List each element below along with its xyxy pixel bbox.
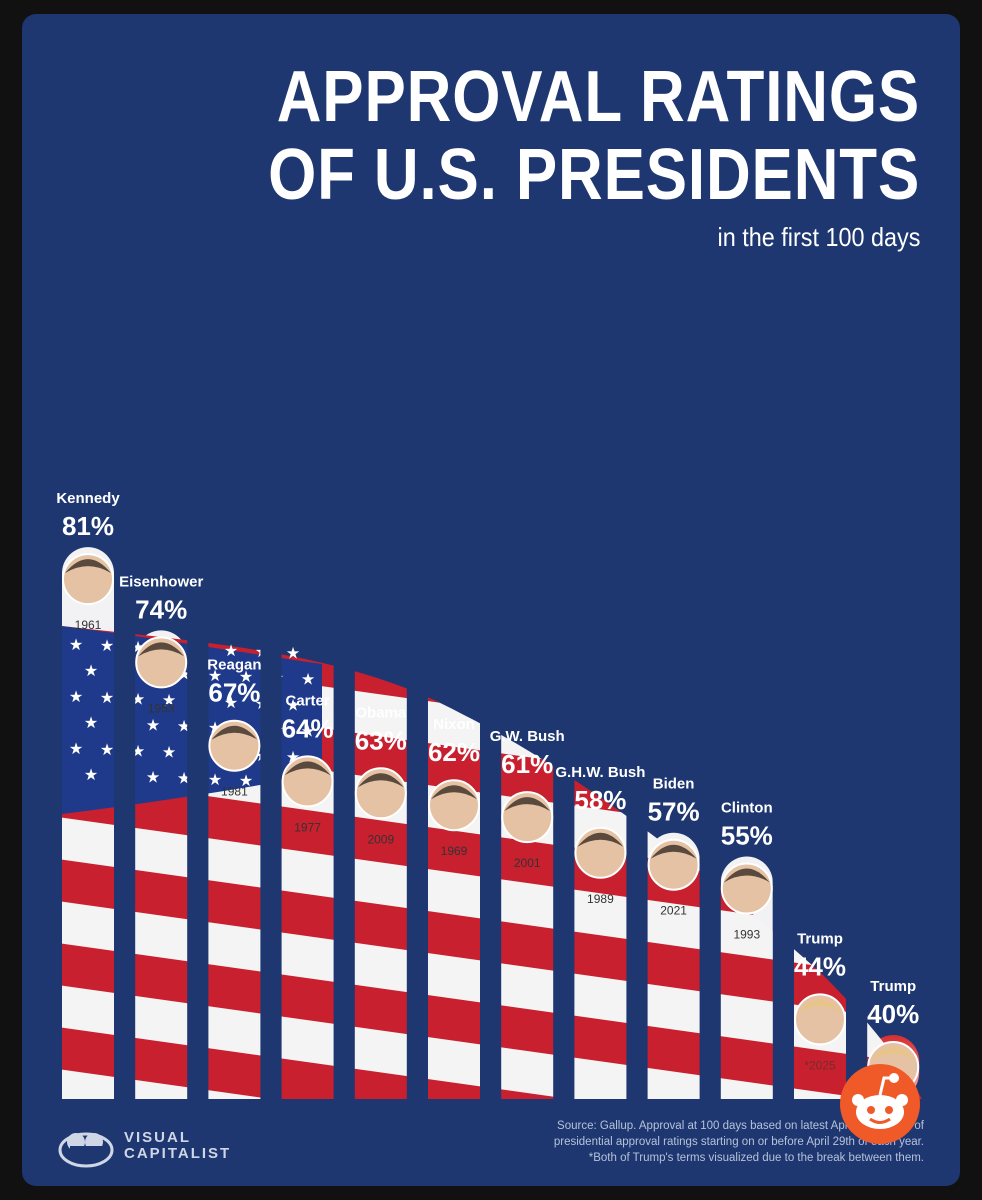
value-label-3: 64% xyxy=(282,713,334,743)
reddit-icon[interactable] xyxy=(838,1062,922,1146)
bar-gap-10 xyxy=(846,614,868,1099)
bar-gap-8 xyxy=(699,614,721,1099)
bar-gap-2 xyxy=(260,614,282,1099)
flag-star-17: ★ xyxy=(100,690,114,707)
name-label-8: Biden xyxy=(653,776,695,793)
flag-star-40: ★ xyxy=(84,767,98,784)
name-label-0: Kennedy xyxy=(56,490,120,507)
name-label-11: Trump xyxy=(870,978,916,995)
flag-star-19: ★ xyxy=(162,693,176,710)
portrait-hair-11 xyxy=(870,1047,917,1061)
name-label-3: Carter xyxy=(286,692,330,709)
flag-star-13: ★ xyxy=(239,669,253,686)
flag-star-45: ★ xyxy=(239,773,253,790)
flag-star-32: ★ xyxy=(69,741,83,758)
portrait-hair-8 xyxy=(650,844,697,859)
flag-star-0: ★ xyxy=(69,637,83,654)
flag-star-33: ★ xyxy=(100,742,114,759)
year-label-8: 2021 xyxy=(660,904,687,918)
portrait-hair-4 xyxy=(357,773,404,788)
year-label-7: 1989 xyxy=(587,892,614,906)
flag-star-8: ★ xyxy=(84,663,98,680)
name-label-2: Reagan xyxy=(207,657,261,674)
flag-star-24: ★ xyxy=(84,715,98,732)
flag-star-15: ★ xyxy=(301,671,315,688)
name-label-4: Obama xyxy=(355,704,407,721)
name-label-1: Eisenhower xyxy=(119,573,203,590)
flag-star-42: ★ xyxy=(146,769,160,786)
bar-gap-0 xyxy=(114,614,136,1099)
year-label-2: 1981 xyxy=(221,785,248,799)
chart-title-line-2: OF U.S. PRESIDENTS xyxy=(268,135,920,215)
source-line-2: presidential approval ratings starting o… xyxy=(553,1136,924,1148)
bar-gap-6 xyxy=(553,614,575,1099)
value-label-8: 57% xyxy=(648,797,700,827)
bar-gap-4 xyxy=(406,614,428,1099)
chart-subtitle: in the first 100 days xyxy=(717,222,920,252)
brand-mark-icon xyxy=(58,1132,114,1168)
brand-name-line-2: CAPITALIST xyxy=(124,1145,232,1162)
source-note: Source: Gallup. Approval at 100 days bas… xyxy=(404,1118,924,1166)
portrait-hair-6 xyxy=(504,797,551,812)
value-label-9: 55% xyxy=(721,821,773,851)
portrait-hair-10 xyxy=(797,999,843,1014)
value-label-4: 63% xyxy=(355,725,407,755)
flag-star-12: ★ xyxy=(208,668,222,685)
brand-name-line-1: VISUAL xyxy=(124,1129,192,1146)
year-label-6: 2001 xyxy=(514,856,541,870)
portrait-hair-7 xyxy=(577,832,624,847)
bar-gap-3 xyxy=(333,614,355,1099)
portrait-hair-1 xyxy=(138,642,185,657)
value-label-7: 58% xyxy=(574,785,626,815)
value-label-1: 74% xyxy=(135,594,187,624)
flag-star-7: ★ xyxy=(286,645,300,662)
value-label-0: 81% xyxy=(62,511,114,541)
bar-gap-7 xyxy=(626,614,648,1099)
name-label-6: G.W. Bush xyxy=(490,728,565,745)
flag-star-44: ★ xyxy=(208,772,222,789)
value-label-2: 67% xyxy=(208,678,260,708)
flag-star-35: ★ xyxy=(162,745,176,762)
flag-star-5: ★ xyxy=(224,643,238,660)
flag-star-26: ★ xyxy=(146,717,160,734)
portrait-hair-3 xyxy=(284,761,331,776)
bar-chart: ★★★★★★★★★★★★★★★★★★★★★★★★★★★★★★★★★★★★★★★★… xyxy=(56,490,922,1120)
value-label-5: 62% xyxy=(428,737,480,767)
source-line-1: Source: Gallup. Approval at 100 days bas… xyxy=(557,1120,924,1132)
chart-title-line-1: APPROVAL RATINGS xyxy=(276,57,920,137)
flag-star-1: ★ xyxy=(100,638,114,655)
visual-capitalist-logo: VISUAL CAPITALIST xyxy=(56,1124,231,1168)
year-label-3: 1977 xyxy=(294,820,321,834)
flag-star-23: ★ xyxy=(286,697,300,714)
source-line-3: *Both of Trump's terms visualized due to… xyxy=(588,1152,924,1164)
year-label-1: 1953 xyxy=(148,701,175,715)
portrait-hair-2 xyxy=(211,725,258,740)
bar-gap-1 xyxy=(187,614,209,1099)
portrait-hair-5 xyxy=(431,785,477,800)
year-label-4: 2009 xyxy=(367,832,394,846)
value-label-10: 44% xyxy=(794,951,846,981)
infographic-frame: ★★★★★★★★★★★★★★★★★★★★★★★★★★★★★★★★★★★★★★★★… xyxy=(22,14,960,1186)
year-label-10: *2025 xyxy=(804,1058,836,1072)
name-label-9: Clinton xyxy=(721,800,773,817)
flag-star-21: ★ xyxy=(224,695,238,712)
bar-gap-9 xyxy=(772,614,794,1099)
year-label-9: 1993 xyxy=(733,928,760,942)
name-label-10: Trump xyxy=(797,930,843,947)
name-label-7: G.H.W. Bush xyxy=(555,764,645,781)
portrait-hair-0 xyxy=(65,559,111,574)
flag-star-16: ★ xyxy=(69,689,83,706)
name-label-5: Nixon xyxy=(433,716,475,733)
year-label-0: 1961 xyxy=(75,618,102,632)
value-label-6: 61% xyxy=(501,749,553,779)
bar-gap-5 xyxy=(480,614,502,1099)
value-label-11: 40% xyxy=(867,999,919,1029)
year-label-5: 1969 xyxy=(441,844,468,858)
flag-star-31: ★ xyxy=(301,723,315,740)
portrait-hair-9 xyxy=(723,868,770,883)
